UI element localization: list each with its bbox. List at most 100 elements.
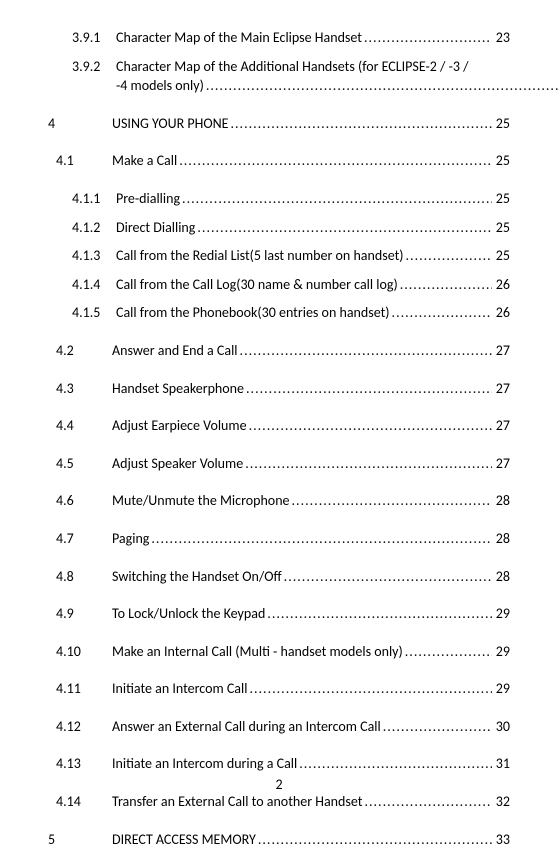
entry-text: USING YOUR PHONE — [112, 114, 228, 134]
entry-dots: ........................................… — [204, 76, 558, 96]
entry-text: Initiate an Intercom Call — [112, 679, 247, 699]
entry-text: Character Map of the Additional Handsets… — [116, 57, 469, 77]
entry-number: 4 — [48, 114, 112, 134]
toc-entry: 4.10Make an Internal Call (Multi - hands… — [48, 642, 510, 662]
toc-entry: 4.3Handset Speakerphone.................… — [48, 379, 510, 399]
entry-text: Make an Internal Call (Multi - handset m… — [112, 642, 403, 662]
entry-dots: ........................................… — [247, 679, 491, 699]
toc-entry: 4.1.1Pre-dialling.......................… — [48, 189, 510, 209]
toc-entry: 4.1.2Direct Dialling....................… — [48, 218, 510, 238]
toc-entry: 4.4Adjust Earpiece Volume...............… — [48, 416, 510, 436]
entry-text: DIRECT ACCESS MEMORY — [112, 830, 256, 849]
entry-number: 4.7 — [56, 529, 112, 549]
entry-number: 3.9.2 — [72, 57, 116, 77]
entry-spacer — [72, 76, 116, 96]
entry-number: 4.1.1 — [72, 189, 116, 209]
toc-container: 3.9.1Character Map of the Main Eclipse H… — [48, 28, 510, 849]
entry-dots: ........................................… — [403, 642, 492, 662]
entry-page: 25 — [492, 189, 510, 209]
entry-dots: ........................................… — [195, 218, 491, 238]
entry-text: To Lock/Unlock the Keypad — [112, 604, 265, 624]
entry-number: 4.12 — [56, 717, 112, 737]
entry-text: Character Map of the Main Eclipse Handse… — [116, 28, 362, 48]
entry-text: Adjust Speaker Volume — [112, 454, 243, 474]
entry-number: 4.1.4 — [72, 275, 116, 295]
toc-entry: 3.9.1Character Map of the Main Eclipse H… — [48, 28, 510, 48]
entry-page: 27 — [492, 341, 510, 361]
entry-dots: ........................................… — [290, 491, 492, 511]
entry-page: 29 — [492, 642, 510, 662]
entry-text: Pre-dialling — [116, 189, 180, 209]
toc-entry: 4USING YOUR PHONE.......................… — [48, 114, 510, 134]
entry-page: 29 — [492, 604, 510, 624]
entry-page: 26 — [492, 275, 510, 295]
entry-page: 30 — [492, 717, 510, 737]
entry-dots: ........................................… — [282, 567, 492, 587]
entry-number: 4.1 — [56, 151, 112, 171]
entry-dots: ........................................… — [362, 28, 492, 48]
toc-entry: 4.6Mute/Unmute the Microphone...........… — [48, 491, 510, 511]
entry-text: Call from the Phonebook(30 entries on ha… — [116, 303, 390, 323]
entry-text: Switching the Handset On/Off — [112, 567, 282, 587]
entry-dots: ........................................… — [180, 189, 492, 209]
entry-number: 4.14 — [56, 792, 112, 812]
entry-text: Make a Call — [112, 151, 177, 171]
toc-entry: 4.7Paging...............................… — [48, 529, 510, 549]
entry-page: 29 — [492, 679, 510, 699]
entry-page: 27 — [492, 379, 510, 399]
entry-dots: ........................................… — [238, 341, 492, 361]
toc-entry: 5DIRECT ACCESS MEMORY...................… — [48, 830, 510, 849]
entry-text: Initiate an Intercom during a Call — [112, 754, 297, 774]
entry-page: 27 — [492, 416, 510, 436]
entry-page: 28 — [492, 491, 510, 511]
entry-number: 4.4 — [56, 416, 112, 436]
entry-text: Transfer an External Call to another Han… — [112, 792, 362, 812]
entry-number: 4.3 — [56, 379, 112, 399]
entry-page: 32 — [492, 792, 510, 812]
toc-entry: 4.1.5Call from the Phonebook(30 entries … — [48, 303, 510, 323]
entry-text: Mute/Unmute the Microphone — [112, 491, 290, 511]
entry-dots: ........................................… — [265, 604, 492, 624]
entry-page: 28 — [492, 529, 510, 549]
toc-entry: 4.1.3Call from the Redial List(5 last nu… — [48, 246, 510, 266]
entry-number: 4.8 — [56, 567, 112, 587]
entry-page: 26 — [492, 303, 510, 323]
toc-entry: 4.9To Lock/Unlock the Keypad............… — [48, 604, 510, 624]
entry-page: 25 — [492, 246, 510, 266]
entry-number: 4.9 — [56, 604, 112, 624]
entry-number: 4.5 — [56, 454, 112, 474]
entry-number: 3.9.1 — [72, 28, 116, 48]
entry-number: 4.6 — [56, 491, 112, 511]
entry-dots: ........................................… — [297, 754, 492, 774]
entry-dots: ........................................… — [247, 416, 492, 436]
entry-dots: ........................................… — [390, 303, 492, 323]
entry-dots: ........................................… — [149, 529, 491, 549]
entry-page: 23 — [492, 28, 510, 48]
entry-dots: ........................................… — [381, 717, 492, 737]
entry-text: Handset Speakerphone — [112, 379, 244, 399]
entry-dots: ........................................… — [243, 454, 492, 474]
entry-page: 27 — [492, 454, 510, 474]
entry-text: -4 models only) — [116, 76, 204, 96]
toc-entry: 4.2Answer and End a Call................… — [48, 341, 510, 361]
entry-page: 31 — [492, 754, 510, 774]
toc-entry: 4.14Transfer an External Call to another… — [48, 792, 510, 812]
toc-entry: 4.1.4Call from the Call Log(30 name & nu… — [48, 275, 510, 295]
entry-number: 4.13 — [56, 754, 112, 774]
entry-text: Direct Dialling — [116, 218, 195, 238]
toc-entry: 4.8Switching the Handset On/Off.........… — [48, 567, 510, 587]
entry-dots: ........................................… — [404, 246, 492, 266]
entry-dots: ........................................… — [228, 114, 491, 134]
entry-text: Answer and End a Call — [112, 341, 238, 361]
entry-text: Call from the Redial List(5 last number … — [116, 246, 404, 266]
entry-dots: ........................................… — [362, 792, 491, 812]
toc-entry: 4.5Adjust Speaker Volume................… — [48, 454, 510, 474]
page-number: 2 — [0, 776, 558, 793]
entry-number: 4.10 — [56, 642, 112, 662]
entry-dots: ........................................… — [256, 830, 492, 849]
entry-page: 28 — [492, 567, 510, 587]
entry-text: Call from the Call Log(30 name & number … — [116, 275, 398, 295]
entry-page: 25 — [492, 114, 510, 134]
toc-entry: 4.13Initiate an Intercom during a Call..… — [48, 754, 510, 774]
entry-number: 5 — [48, 830, 112, 849]
